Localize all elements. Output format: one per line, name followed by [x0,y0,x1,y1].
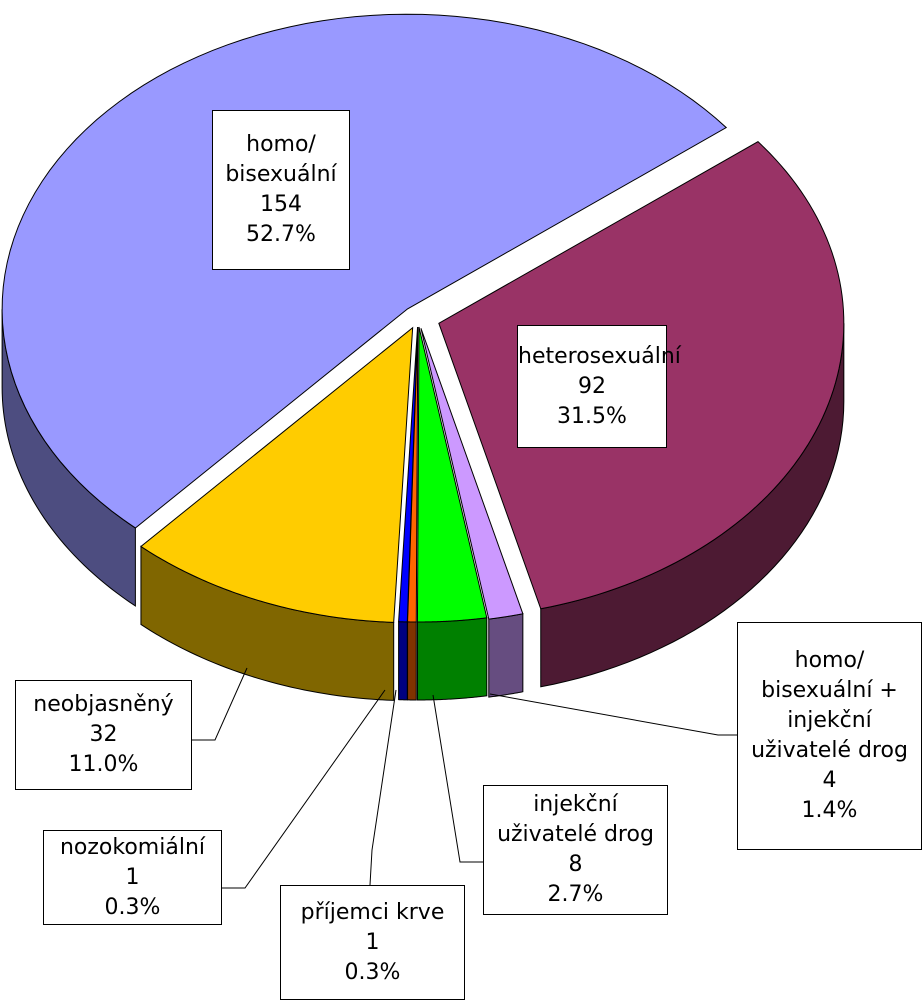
value-label: 92 [578,373,606,399]
slice [140,326,414,623]
data-label: heterosexuální 92 31.5% [517,325,681,448]
slice [398,326,419,623]
percent-label: 0.3% [104,894,161,920]
value-label: 1 [125,864,140,890]
percent-label: 1.4% [801,798,858,823]
leader-line [489,693,737,736]
data-label: homo/ bisexuální + injekční uživatelé dr… [737,622,922,850]
leader-line [192,667,248,741]
slice-side [398,621,408,701]
category-label: heterosexuální [518,343,681,369]
slice [1,13,728,529]
percent-label: 31.5% [557,403,627,429]
category-label: homo/ bisexuální [225,132,337,187]
leader-line [369,689,397,886]
slice-side [407,621,417,701]
value-label: 8 [568,852,583,877]
category-label: injekční uživatelé drog [497,792,654,847]
leader-line [222,689,386,889]
percent-label: 0.3% [344,959,401,985]
data-label: injekční uživatelé drog 8 2.7% [483,785,668,915]
category-label: příjemci krve [300,899,445,925]
percent-label: 52.7% [246,222,316,247]
category-label: homo/ bisexuální + injekční uživatelé dr… [751,648,908,763]
value-label: 1 [365,929,380,955]
value-label: 32 [89,722,118,747]
value-label: 4 [822,768,837,793]
data-label: homo/ bisexuální 154 52.7% [212,110,350,270]
data-label: neobjasněný 32 11.0% [15,680,192,790]
slice [416,326,488,623]
slice-side [416,617,488,701]
percent-label: 11.0% [68,752,139,777]
category-label: nozokomiální [59,834,206,860]
slice [420,328,524,620]
data-label: příjemci krve 1 0.3% [280,885,465,1000]
category-label: neobjasněný [33,692,174,717]
value-label: 154 [260,192,302,217]
data-label: nozokomiální 1 0.3% [43,830,222,925]
percent-label: 2.7% [547,882,604,907]
slice-side [488,613,524,698]
leader-line [432,694,483,863]
